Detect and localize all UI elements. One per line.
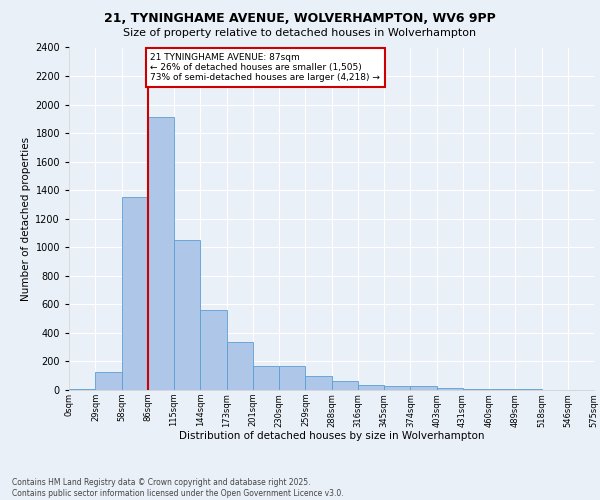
Bar [332, 382, 358, 390]
Text: Size of property relative to detached houses in Wolverhampton: Size of property relative to detached ho… [124, 28, 476, 38]
Bar [305, 376, 332, 390]
Bar [174, 240, 200, 390]
Text: 21, TYNINGHAME AVENUE, WOLVERHAMPTON, WV6 9PP: 21, TYNINGHAME AVENUE, WOLVERHAMPTON, WV… [104, 12, 496, 26]
Bar [95, 372, 122, 390]
X-axis label: Distribution of detached houses by size in Wolverhampton: Distribution of detached houses by size … [179, 431, 484, 441]
Bar [463, 388, 489, 390]
Bar [122, 198, 148, 390]
Bar [69, 388, 95, 390]
Bar [358, 385, 384, 390]
Y-axis label: Number of detached properties: Number of detached properties [21, 136, 31, 301]
Bar [437, 388, 463, 390]
Bar [200, 310, 227, 390]
Text: 21 TYNINGHAME AVENUE: 87sqm
← 26% of detached houses are smaller (1,505)
73% of : 21 TYNINGHAME AVENUE: 87sqm ← 26% of det… [150, 52, 380, 82]
Bar [227, 342, 253, 390]
Bar [148, 118, 174, 390]
Bar [279, 366, 305, 390]
Bar [384, 386, 410, 390]
Bar [410, 386, 437, 390]
Bar [253, 366, 279, 390]
Text: Contains HM Land Registry data © Crown copyright and database right 2025.
Contai: Contains HM Land Registry data © Crown c… [12, 478, 344, 498]
